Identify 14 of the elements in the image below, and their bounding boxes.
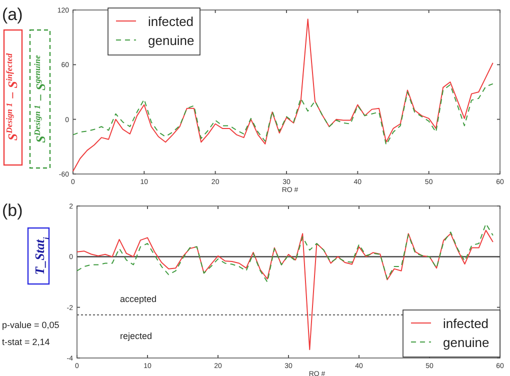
text: p-value = 0,05 — [2, 320, 60, 330]
line-series — [76, 230, 494, 350]
chart-title: (a) — [2, 5, 23, 24]
legend-label: genuine — [148, 33, 194, 48]
line-series — [72, 83, 494, 146]
legend-label: infected — [148, 14, 194, 29]
legend-label: infected — [443, 316, 489, 331]
text: t-stat = 2,14 — [2, 337, 50, 347]
legend-label: genuine — [443, 335, 490, 350]
line-series — [72, 18, 494, 172]
annotation: rejected — [120, 331, 152, 341]
line-series — [76, 223, 494, 282]
annotation: accepted — [120, 294, 157, 304]
chart-title: (b) — [2, 201, 23, 220]
